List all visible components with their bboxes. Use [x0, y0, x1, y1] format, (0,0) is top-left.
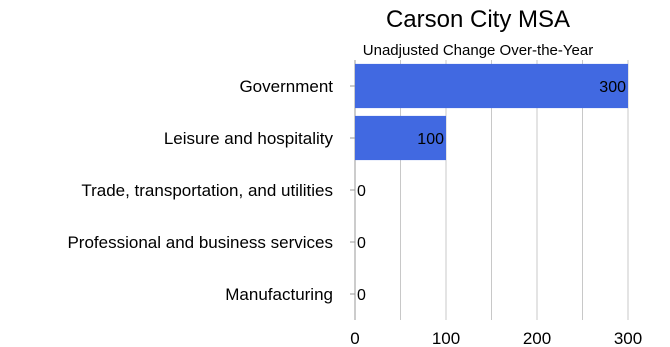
x-tick-label: 100	[432, 329, 460, 347]
category-label: Government	[239, 77, 333, 96]
bar	[355, 115, 446, 161]
x-tick-label: 300	[614, 329, 642, 347]
x-tick-label: 0	[350, 329, 359, 347]
data-label: 100	[417, 131, 444, 148]
data-label: 0	[357, 183, 366, 200]
category-label: Professional and business services	[67, 233, 333, 252]
labels: 0 100 200 300 Government 300 Leisure and hospi…	[67, 77, 642, 347]
data-label: 300	[599, 79, 626, 96]
bars	[355, 63, 628, 161]
chart-subtitle: Unadjusted Change Over-the-Year	[363, 42, 593, 59]
chart-title: Carson City MSA	[386, 6, 570, 33]
data-label: 0	[357, 287, 366, 304]
category-label: Leisure and hospitality	[164, 129, 334, 148]
bar	[355, 63, 628, 109]
x-tick-label: 200	[523, 329, 551, 347]
category-label: Manufacturing	[225, 285, 333, 304]
data-label: 0	[357, 235, 366, 252]
category-label: Trade, transportation, and utilities	[81, 181, 333, 200]
